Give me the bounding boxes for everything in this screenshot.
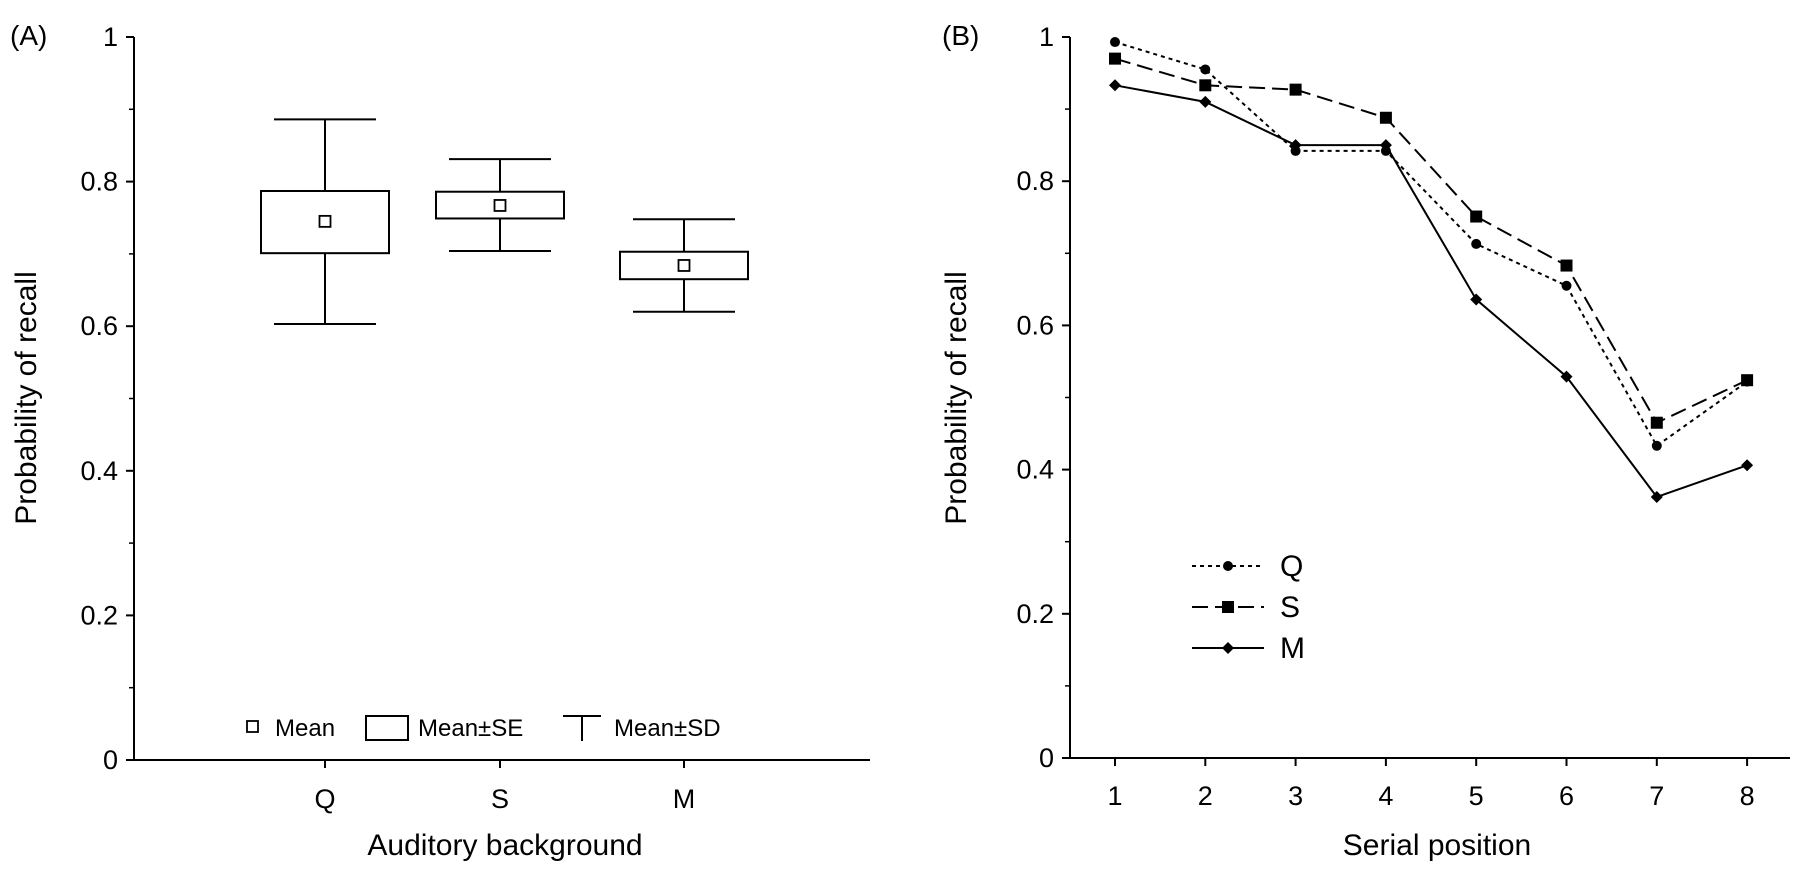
panel-a-y-tick-label: 0.4: [80, 456, 118, 486]
panel-b-y-tick-label: 0.2: [1016, 599, 1054, 629]
legend-marker-Q: [1223, 561, 1233, 571]
series-point-S: [1470, 210, 1483, 223]
panel-a-y-axis-title: Probability of recall: [10, 271, 43, 524]
panel-b-series: [1109, 37, 1754, 503]
panel-a-x-tick-label: Q: [314, 784, 335, 814]
series-line-Q: [1114, 41, 1748, 448]
panel-a-label: (A): [10, 20, 47, 51]
legend-label-S: S: [1280, 591, 1300, 624]
panel-b-x-ticks: 1 2 3 4 5 6 7 8: [1107, 758, 1755, 811]
panel-b-y-tick-label: 0.6: [1016, 310, 1054, 340]
series-point-S: [1650, 416, 1663, 429]
panel-b-x-tick-label: 7: [1649, 781, 1664, 811]
legend-mean-marker: [246, 720, 259, 733]
legend-se-marker: [365, 715, 409, 741]
legend-sd-label: Mean±SD: [614, 715, 721, 742]
panel-a-y-tick-label: 0.6: [80, 311, 118, 341]
panel-b-line-chart: (B) 0 0.2 0.4 0.6 0.8 1 1 2 3 4 5 6 7 8 Serial posit…: [940, 20, 1790, 862]
series-line-S: [1114, 57, 1748, 425]
panel-a-y-tick-label: 0: [103, 745, 118, 775]
series-point-M: [1199, 95, 1212, 108]
series-point-Q: [1471, 238, 1482, 249]
panel-a-y-tick-label: 0.8: [80, 167, 118, 197]
panel-a-y-ticks: 0 0.2 0.4 0.6 0.8 1: [80, 22, 134, 775]
series-M: [1109, 79, 1754, 503]
panel-b-x-tick-label: 4: [1378, 781, 1393, 811]
series-point-S: [1560, 259, 1573, 272]
series-point-Q: [1651, 440, 1662, 451]
series-point-M: [1560, 370, 1573, 383]
box-mean-marker: [677, 259, 691, 272]
series-S: [1109, 52, 1754, 429]
legend-label-M: M: [1280, 632, 1305, 665]
series-point-S: [1199, 79, 1212, 92]
series-point-M: [1109, 79, 1121, 92]
box-mean-marker: [493, 199, 507, 212]
panel-a-boxes: [260, 118, 749, 326]
panel-b-legend: QSM: [1192, 550, 1305, 665]
legend-mean-label: Mean: [275, 715, 335, 742]
panel-b-x-tick-label: 1: [1107, 781, 1122, 811]
panel-b-label: (B): [942, 20, 979, 51]
series-point-S: [1109, 52, 1121, 65]
series-point-S: [1289, 83, 1302, 96]
box-Q: [260, 118, 390, 326]
legend-marker-M: [1222, 642, 1234, 654]
panel-a-x-axis-title: Auditory background: [367, 829, 642, 862]
legend-label-Q: Q: [1280, 550, 1303, 583]
panel-b-x-tick-label: 6: [1559, 781, 1574, 811]
series-point-Q: [1110, 37, 1120, 48]
panel-b-y-ticks: 0 0.2 0.4 0.6 0.8 1: [1016, 22, 1070, 773]
series-point-Q: [1561, 280, 1572, 291]
panel-a-x-tick-label: S: [491, 784, 509, 814]
panel-a-y-tick-label: 0.2: [80, 600, 118, 630]
box-mean-marker: [318, 214, 332, 228]
legend-se-label: Mean±SE: [418, 715, 523, 742]
box-S: [435, 158, 565, 253]
panel-b-y-axis-title: Probability of recall: [940, 271, 973, 524]
series-point-M: [1741, 459, 1754, 472]
panel-b-x-tick-label: 5: [1469, 781, 1484, 811]
series-point-S: [1741, 374, 1754, 387]
panel-b-y-tick-label: 0.8: [1016, 166, 1054, 196]
legend-marker-S: [1222, 601, 1234, 613]
series-point-S: [1379, 111, 1392, 124]
panel-b-x-tick-label: 2: [1198, 781, 1213, 811]
panel-b-x-tick-label: 8: [1740, 781, 1755, 811]
panel-a-x-tick-label: M: [673, 784, 696, 814]
series-point-M: [1650, 490, 1663, 503]
series-point-M: [1470, 293, 1483, 306]
panel-a-box-plot: (A) 0 0.2 0.4 0.6 0.8 1 Q S M Auditory backgrou…: [10, 20, 870, 862]
panel-b-x-tick-label: 3: [1288, 781, 1303, 811]
panel-a-legend: Mean Mean±SE Mean±SD: [246, 715, 721, 742]
panel-b-y-tick-label: 1: [1039, 22, 1054, 52]
box-M: [619, 218, 749, 313]
panel-b-y-tick-label: 0: [1039, 743, 1054, 773]
panel-b-y-tick-label: 0.4: [1016, 455, 1054, 485]
series-point-M: [1379, 139, 1392, 152]
panel-a-y-tick-label: 1: [103, 22, 118, 52]
panel-b-x-axis-title: Serial position: [1343, 829, 1531, 862]
series-line-M: [1114, 84, 1748, 499]
series-point-M: [1289, 139, 1302, 152]
series-point-Q: [1200, 64, 1211, 75]
